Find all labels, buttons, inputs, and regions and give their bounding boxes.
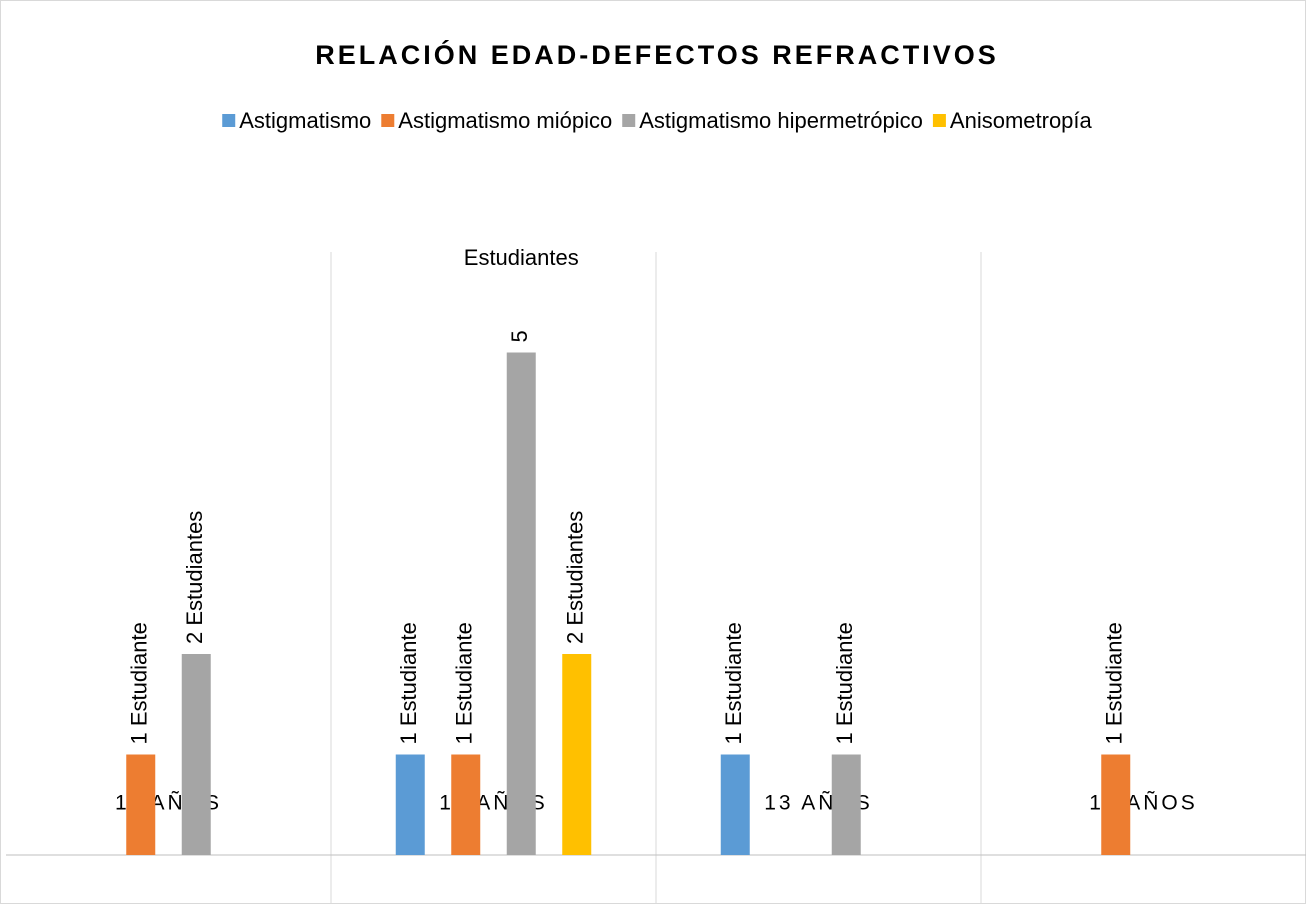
- data-label: 1 Estudiante: [832, 622, 857, 744]
- data-label: 1 Estudiante: [1102, 622, 1127, 744]
- bar: [506, 352, 536, 855]
- legend-swatch: [222, 114, 236, 127]
- legend-label: Astigmatismo: [239, 108, 371, 133]
- bar: [562, 654, 592, 855]
- data-label: 1 Estudiante: [396, 622, 421, 744]
- legend-swatch: [381, 114, 395, 127]
- legend-swatch: [622, 114, 636, 127]
- bar: [720, 754, 750, 855]
- legend-label: Anisometropía: [950, 108, 1093, 133]
- chart-title: RELACIÓN EDAD-DEFECTOS REFRACTIVOS: [315, 39, 999, 70]
- data-label: 2 Estudiantes: [182, 511, 207, 644]
- data-label: 2 Estudiantes: [563, 511, 588, 644]
- legend-label: Astigmatismo hipermetrópico: [639, 108, 923, 133]
- bar: [451, 754, 481, 855]
- bar: [1101, 754, 1131, 855]
- legend-label: Astigmatismo miópico: [398, 108, 612, 133]
- data-label: 1 Estudiante: [452, 622, 477, 744]
- data-label: 1 Estudiante: [721, 622, 746, 744]
- data-label: 1 Estudiante: [127, 622, 152, 744]
- bar: [181, 654, 211, 855]
- legend-swatch: [932, 114, 946, 127]
- data-label: Estudiantes: [464, 245, 579, 270]
- data-label: 5: [507, 330, 532, 342]
- bar: [395, 754, 425, 855]
- bar: [126, 754, 156, 855]
- legend: Astigmatismo Astigmatismo miópico Astigmat…: [222, 108, 1093, 133]
- bar: [831, 754, 861, 855]
